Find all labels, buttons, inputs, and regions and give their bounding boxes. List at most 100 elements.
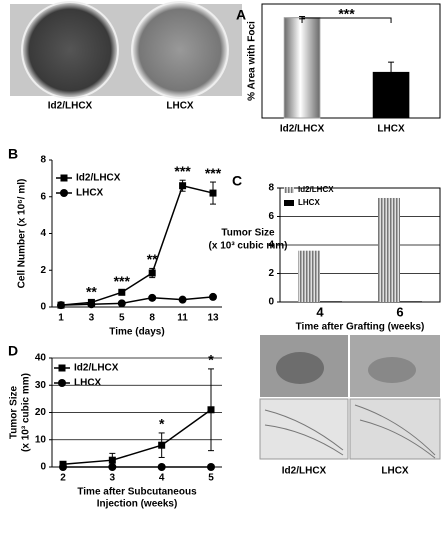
plot-frame	[261, 3, 441, 119]
image-label: LHCX	[166, 101, 194, 112]
x-tick-label: Id2/LHCX	[280, 124, 325, 135]
y-axis-label: Tumor Size	[221, 228, 275, 239]
y-tick-label: 0	[268, 297, 274, 308]
bar	[400, 301, 422, 303]
marker	[59, 463, 67, 471]
plot-frame	[279, 187, 441, 303]
series-line	[60, 184, 214, 306]
y-tick-label: 6	[40, 191, 46, 202]
marker	[178, 295, 187, 304]
marker	[207, 406, 215, 414]
marker	[57, 301, 65, 310]
y-tick-label: 2	[268, 268, 274, 279]
marker	[117, 299, 126, 308]
legend-swatch	[284, 187, 294, 193]
x-axis-label: Time after Grafting (weeks)	[296, 322, 425, 333]
marker	[60, 189, 68, 197]
x-axis-label: Injection (weeks)	[97, 499, 178, 510]
x-axis-label: Time after Subcutaneous	[77, 487, 197, 498]
legend-label: Id2/LHCX	[74, 363, 119, 374]
marker	[108, 463, 117, 471]
x-axis-label: Time (days)	[109, 327, 164, 338]
marker	[148, 269, 156, 277]
x-tick-label: 5	[208, 473, 214, 484]
marker	[148, 293, 157, 302]
marker	[157, 463, 166, 471]
x-tick-label: 11	[177, 313, 188, 324]
y-axis-label: (x 10³ cubic mm)	[21, 373, 32, 452]
image-label: Id2/LHCX	[48, 101, 93, 112]
x-tick-label: 4	[316, 304, 324, 319]
annotation: *	[159, 416, 165, 432]
x-tick-label: 13	[207, 313, 219, 324]
panel-letter: C	[232, 173, 242, 189]
y-tick-label: 8	[268, 183, 274, 194]
annotation: **	[86, 283, 97, 299]
y-tick-label: 0	[40, 462, 46, 473]
marker	[58, 379, 66, 387]
annotation: *	[208, 352, 214, 368]
panel-letter: A	[236, 7, 246, 23]
series-line	[60, 296, 214, 306]
tissue-texture	[264, 404, 436, 459]
x-tick-label: 4	[159, 473, 165, 484]
y-axis-label: Tumor Size	[9, 385, 20, 439]
marker	[58, 364, 66, 372]
bar	[283, 17, 321, 119]
x-tick-label: LHCX	[377, 124, 405, 135]
x-tick-label: 2	[60, 473, 66, 484]
y-tick-label: 10	[35, 434, 47, 445]
legend-label: Id2/LHCX	[76, 173, 121, 184]
marker	[60, 174, 68, 182]
x-tick-label: 3	[89, 313, 95, 324]
x-tick-label: 3	[110, 473, 116, 484]
y-tick-label: 0	[40, 302, 46, 313]
annotation: **	[147, 251, 158, 267]
panel-letter: D	[8, 343, 18, 359]
bar	[320, 301, 342, 303]
marker	[158, 441, 166, 449]
significance-bracket	[301, 17, 392, 23]
legend-label: LHCX	[74, 378, 102, 389]
marker	[87, 300, 96, 309]
marker	[207, 463, 215, 471]
legend-swatch	[284, 200, 294, 206]
legend-label: LHCX	[298, 198, 320, 207]
y-tick-label: 40	[35, 353, 47, 364]
y-tick-label: 4	[268, 240, 274, 251]
y-axis-label: % Area with Foci	[247, 21, 258, 101]
legend-label: LHCX	[76, 188, 104, 199]
bar	[378, 197, 400, 302]
y-tick-label: 4	[40, 228, 46, 239]
y-axis-label: Cell Number (x 10⁶/ ml)	[17, 179, 28, 289]
image-label: LHCX	[381, 466, 409, 477]
annotation: ***	[114, 273, 131, 289]
bar	[298, 250, 320, 302]
y-tick-label: 30	[35, 380, 47, 391]
marker	[118, 288, 126, 296]
y-tick-label: 8	[40, 155, 46, 166]
dish	[21, 1, 119, 99]
annotation: ***	[174, 163, 191, 179]
mouse	[368, 357, 416, 383]
annotation: ***	[205, 165, 222, 181]
y-axis-label: (x 10³ cubic mm)	[209, 241, 288, 252]
series-line	[62, 409, 212, 466]
annotation: ***	[338, 6, 355, 22]
marker	[209, 292, 217, 301]
x-tick-label: 8	[149, 313, 155, 324]
y-tick-label: 2	[40, 265, 46, 276]
panel-letter: B	[8, 146, 18, 162]
y-tick-label: 20	[35, 407, 47, 418]
image-label: Id2/LHCX	[282, 466, 327, 477]
x-tick-label: 1	[58, 313, 64, 324]
marker	[179, 182, 187, 190]
legend-label: Id2/LHCX	[298, 185, 334, 194]
y-tick-label: 6	[268, 211, 274, 222]
marker	[209, 189, 217, 197]
mouse	[276, 352, 324, 384]
x-tick-label: 6	[396, 304, 403, 319]
dish	[131, 1, 229, 99]
marker	[108, 456, 116, 464]
